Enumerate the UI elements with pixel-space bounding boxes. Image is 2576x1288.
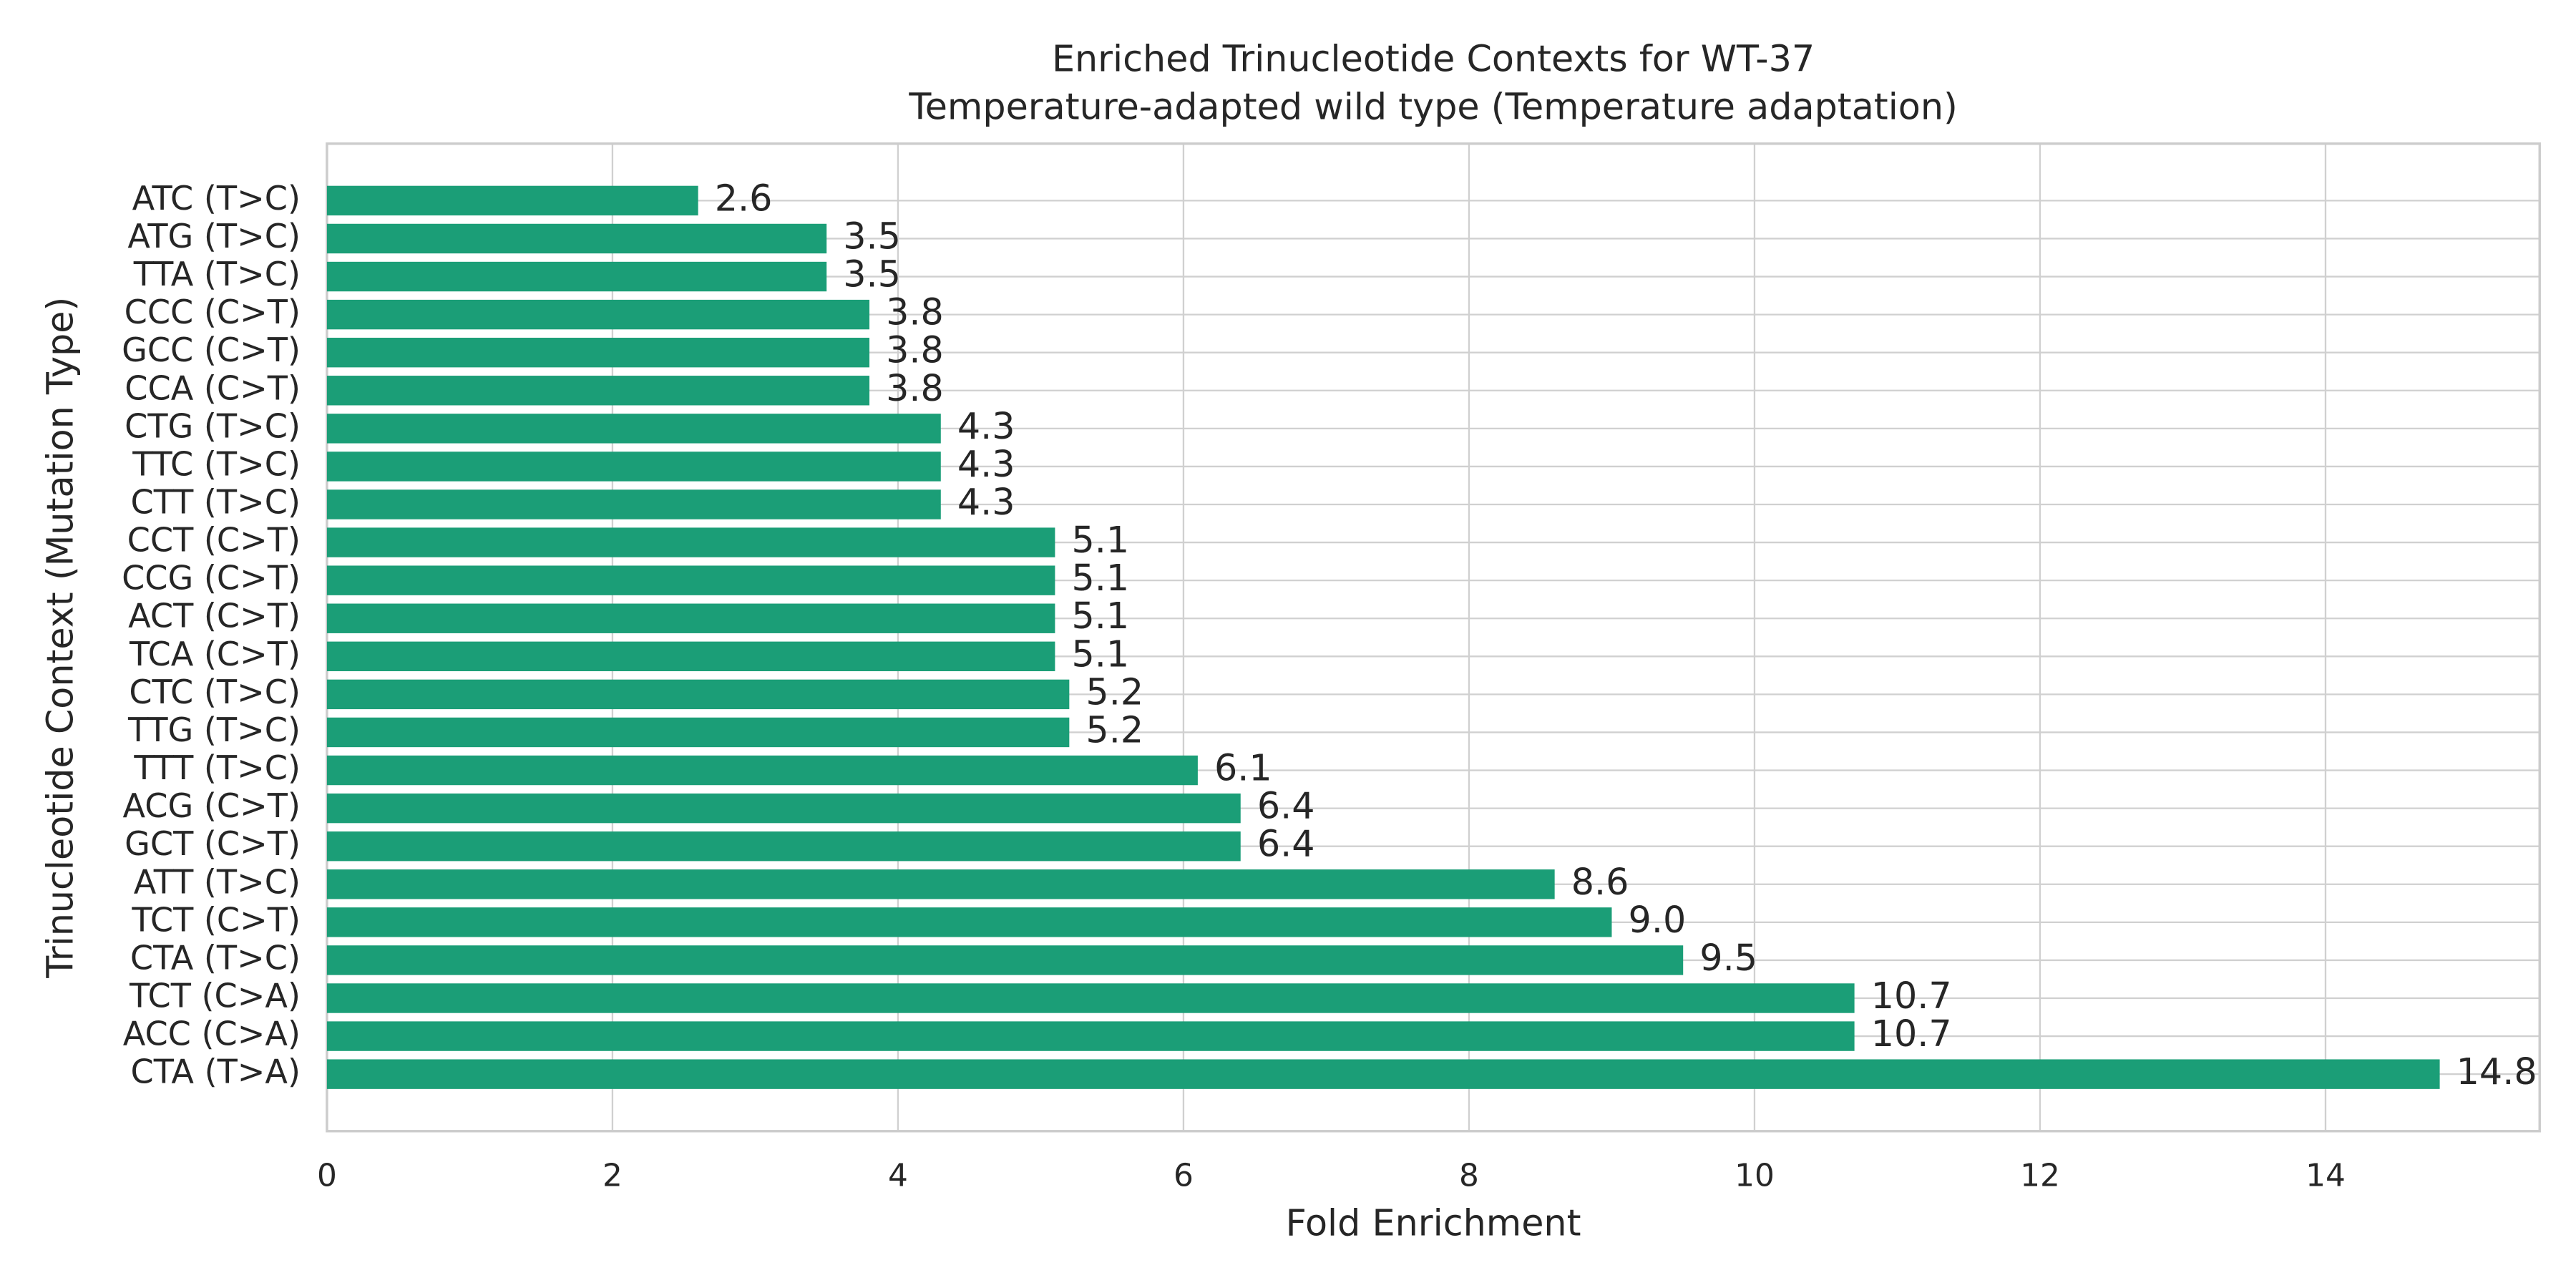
value-label: 4.3	[957, 443, 1015, 485]
bar	[326, 1059, 2440, 1089]
bar	[326, 414, 941, 444]
value-label: 2.6	[715, 177, 773, 219]
bar	[326, 641, 1055, 672]
value-label: 5.1	[1071, 595, 1129, 637]
value-label: 6.4	[1257, 823, 1315, 865]
chart-subtitle: Temperature-adapted wild type (Temperatu…	[908, 85, 1957, 127]
y-tick-label: CCT (C>T)	[127, 521, 301, 560]
bar	[326, 223, 827, 254]
y-tick-label: ACT (C>T)	[128, 597, 301, 635]
bar	[326, 452, 941, 482]
bar	[326, 376, 870, 406]
x-tick-label: 14	[2306, 1157, 2346, 1194]
bar	[326, 527, 1055, 557]
y-tick-label: ATC (T>C)	[132, 179, 301, 218]
bar	[326, 299, 870, 330]
value-label: 10.7	[1871, 975, 1952, 1017]
y-tick-label: CTA (T>A)	[131, 1053, 301, 1091]
y-tick-label: TTC (T>C)	[132, 444, 301, 483]
value-label: 6.4	[1257, 785, 1315, 827]
bar	[326, 1021, 1855, 1051]
value-label: 5.1	[1071, 557, 1129, 599]
bar	[326, 185, 698, 216]
bar	[326, 261, 827, 292]
y-tick-label: CTC (T>C)	[129, 673, 301, 711]
bar	[326, 489, 941, 519]
bar	[326, 983, 1855, 1013]
x-tick-label: 2	[602, 1157, 623, 1194]
bar	[326, 717, 1070, 748]
x-tick-label: 6	[1174, 1157, 1194, 1194]
bar	[326, 565, 1055, 595]
value-label: 4.3	[957, 405, 1015, 447]
y-tick-label: GCT (C>T)	[125, 824, 301, 863]
y-tick-label: CTG (T>C)	[125, 406, 301, 445]
value-label: 3.8	[886, 367, 944, 409]
value-label: 5.2	[1085, 670, 1143, 713]
bar	[326, 337, 870, 368]
value-label: 10.7	[1871, 1013, 1952, 1055]
bar	[326, 869, 1555, 899]
value-label: 14.8	[2457, 1050, 2537, 1093]
value-label: 3.8	[886, 329, 944, 371]
y-tick-label: GCC (C>T)	[122, 331, 301, 369]
x-tick-label: 12	[2020, 1157, 2060, 1194]
value-label: 3.8	[886, 291, 944, 333]
chart-title: Enriched Trinucleotide Contexts for WT-3…	[1052, 37, 1815, 79]
value-label: 4.3	[957, 481, 1015, 523]
x-tick-label: 8	[1459, 1157, 1479, 1194]
y-tick-label: ACC (C>A)	[123, 1015, 301, 1053]
bar	[326, 603, 1055, 633]
y-tick-label: TTT (T>C)	[133, 748, 301, 787]
y-tick-label: CTT (T>C)	[130, 483, 301, 522]
y-tick-label: TCT (C>T)	[131, 900, 301, 939]
y-tick-label: TCT (C>A)	[129, 977, 301, 1015]
value-label: 9.5	[1699, 937, 1757, 979]
bar	[326, 679, 1070, 710]
value-label: 3.5	[843, 253, 901, 296]
y-tick-label: CCC (C>T)	[125, 293, 301, 331]
bar	[326, 793, 1241, 824]
x-axis-label: Fold Enrichment	[1286, 1201, 1581, 1244]
y-tick-label: ATT (T>C)	[134, 862, 301, 901]
x-tick-label: 0	[317, 1157, 337, 1194]
y-tick-label: CTA (T>C)	[130, 938, 301, 977]
value-label: 5.1	[1071, 633, 1129, 675]
y-tick-label: TTG (T>C)	[127, 711, 301, 749]
x-tick-label: 10	[1735, 1157, 1775, 1194]
y-axis-label: Trinucleotide Context (Mutation Type)	[39, 297, 82, 979]
y-tick-label: TCA (C>T)	[129, 635, 301, 673]
value-label: 9.0	[1629, 899, 1687, 941]
value-label: 6.1	[1214, 747, 1272, 789]
value-label: 8.6	[1571, 861, 1629, 903]
y-tick-label: ATG (T>C)	[127, 217, 301, 255]
bar	[326, 755, 1198, 786]
bar	[326, 907, 1612, 937]
y-tick-label: CCG (C>T)	[122, 559, 301, 597]
value-label: 3.5	[843, 215, 901, 257]
y-tick-label: CCA (C>T)	[125, 369, 301, 407]
plot-frame	[326, 142, 2541, 1133]
y-tick-label: TTA (T>C)	[133, 255, 301, 293]
bar	[326, 945, 1684, 975]
value-label: 5.1	[1071, 519, 1129, 561]
y-tick-label: ACG (C>T)	[123, 786, 301, 825]
x-tick-label: 4	[888, 1157, 908, 1194]
value-label: 5.2	[1085, 708, 1143, 751]
bar	[326, 831, 1241, 862]
